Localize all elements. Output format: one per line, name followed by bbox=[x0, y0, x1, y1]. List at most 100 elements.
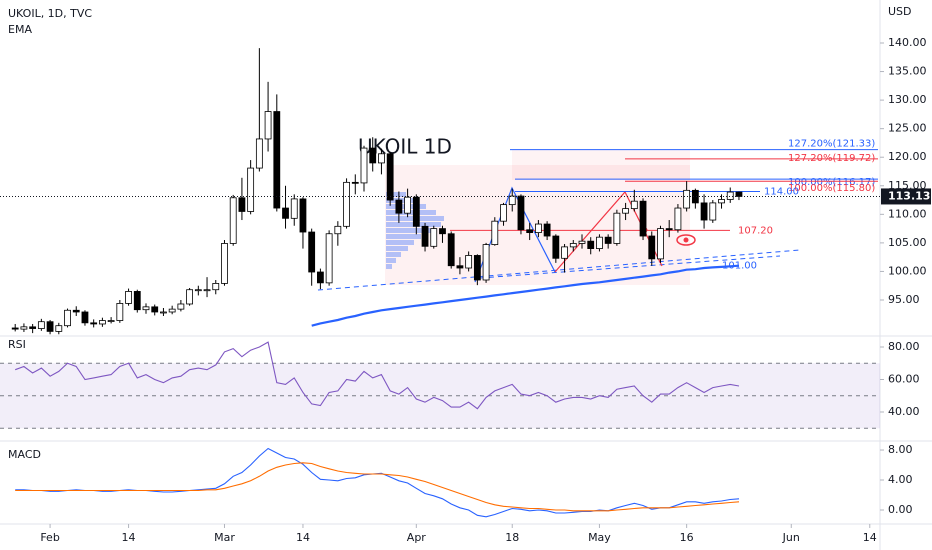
candle-body bbox=[657, 228, 664, 260]
candle-body bbox=[247, 167, 255, 212]
candle-body bbox=[299, 198, 307, 233]
candle-body bbox=[334, 225, 342, 235]
y-tick-label: 95.00 bbox=[888, 293, 920, 306]
y-tick-label: 8.00 bbox=[888, 443, 913, 456]
candle-body bbox=[186, 289, 194, 305]
y-tick-label: 0.00 bbox=[888, 503, 913, 516]
candle-body bbox=[29, 326, 37, 329]
y-tick-label: 130.00 bbox=[888, 93, 927, 106]
candle-body bbox=[587, 240, 595, 249]
x-tick-label: 16 bbox=[680, 531, 694, 544]
candle-body bbox=[735, 191, 743, 197]
indicator-legend: EMA bbox=[8, 23, 32, 36]
candle-body bbox=[526, 229, 534, 234]
candle-body bbox=[308, 231, 316, 273]
price-level-label: 127.20%(119.72) bbox=[788, 153, 875, 164]
candle-body bbox=[561, 246, 568, 259]
candle-body bbox=[55, 325, 63, 332]
candle-body bbox=[726, 191, 734, 200]
candle-body bbox=[238, 197, 246, 212]
candle-body bbox=[99, 320, 106, 325]
price-level-label: 101.00 bbox=[722, 261, 757, 272]
candle-body bbox=[552, 235, 560, 259]
x-tick-label: 18 bbox=[505, 531, 519, 544]
eye-icon bbox=[676, 234, 696, 246]
candle-body bbox=[255, 138, 263, 169]
y-tick-label: 60.00 bbox=[888, 372, 920, 385]
pane-title: MACD bbox=[8, 448, 41, 461]
range-box bbox=[512, 150, 690, 180]
candle-body bbox=[569, 243, 577, 248]
candle-body bbox=[360, 147, 368, 184]
candle-body bbox=[578, 240, 586, 244]
candle-body bbox=[90, 322, 98, 325]
candle-body bbox=[151, 306, 159, 313]
candle-body bbox=[404, 196, 412, 214]
candle-body bbox=[491, 220, 499, 245]
candle-body bbox=[630, 200, 638, 210]
candle-body bbox=[264, 111, 272, 140]
candle-body bbox=[508, 195, 516, 206]
candle-body bbox=[691, 189, 699, 204]
x-tick-label: Apr bbox=[407, 531, 427, 544]
indicator-line bbox=[15, 341, 740, 410]
candle-body bbox=[412, 196, 420, 227]
candle-body bbox=[37, 321, 45, 329]
price-level-label: 107.20 bbox=[738, 225, 773, 236]
candle-body bbox=[709, 202, 717, 221]
x-tick-label: 14 bbox=[122, 531, 136, 544]
candle-body bbox=[473, 255, 481, 281]
x-tick-label: Feb bbox=[40, 531, 59, 544]
candle-body bbox=[543, 223, 551, 237]
x-tick-label: Jun bbox=[782, 531, 800, 544]
candle-body bbox=[369, 147, 377, 164]
y-tick-label: 135.00 bbox=[888, 65, 927, 78]
indicator-line bbox=[15, 462, 740, 512]
x-tick-label: 14 bbox=[296, 531, 310, 544]
candle-body bbox=[535, 223, 542, 234]
price-axis-label: USD bbox=[888, 5, 912, 18]
candle-body bbox=[282, 207, 289, 219]
price-level-label: 127.20%(121.33) bbox=[788, 139, 875, 150]
candle-body bbox=[648, 235, 656, 260]
candle-body bbox=[125, 291, 132, 304]
price-level-label: 100.00%(115.80) bbox=[788, 183, 875, 194]
candle-body bbox=[221, 243, 228, 284]
candle-body bbox=[343, 181, 350, 227]
candle-body bbox=[439, 228, 446, 235]
candle-body bbox=[622, 208, 629, 214]
candle-body bbox=[395, 199, 403, 214]
candle-body bbox=[465, 255, 473, 269]
candle-body bbox=[482, 244, 490, 281]
price-level-label: 100.00%(116.17) bbox=[788, 177, 875, 188]
symbol-title: UKOIL, 1D, TVC bbox=[8, 7, 92, 20]
price-level-label: 114.00 bbox=[764, 186, 799, 197]
candle-body bbox=[421, 225, 429, 247]
candle-body bbox=[596, 236, 603, 249]
candle-body bbox=[683, 189, 691, 209]
candle-body bbox=[351, 181, 359, 184]
candle-body bbox=[229, 197, 237, 244]
candle-body bbox=[456, 265, 464, 269]
candle-body bbox=[203, 289, 211, 292]
candle-body bbox=[665, 228, 673, 231]
candle-body bbox=[116, 303, 124, 321]
y-tick-label: 105.00 bbox=[888, 236, 927, 249]
candle-body bbox=[168, 308, 176, 313]
y-tick-label: 80.00 bbox=[888, 340, 920, 353]
candle-body bbox=[386, 153, 394, 201]
candle-body bbox=[133, 291, 141, 311]
candle-body bbox=[81, 311, 89, 324]
candle-body bbox=[718, 199, 725, 204]
y-tick-label: 125.00 bbox=[888, 122, 927, 135]
candle-body bbox=[316, 271, 324, 284]
candle-body bbox=[500, 204, 507, 222]
candle-body bbox=[160, 311, 167, 314]
candle-body bbox=[639, 200, 647, 237]
candle-body bbox=[142, 306, 150, 311]
candle-body bbox=[107, 320, 115, 322]
candle-body bbox=[290, 198, 298, 219]
candle-body bbox=[517, 195, 525, 231]
candle-body bbox=[447, 233, 455, 267]
